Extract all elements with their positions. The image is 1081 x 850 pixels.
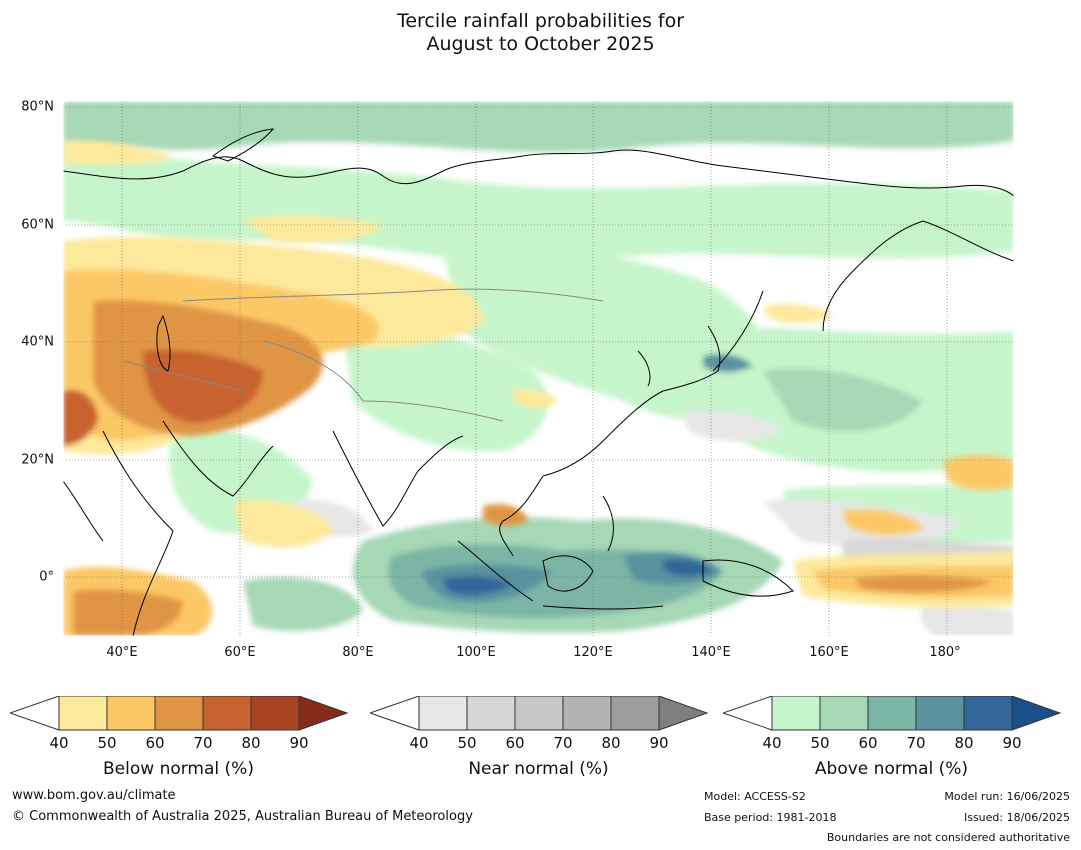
above-tick-90: 90 [1002, 734, 1022, 752]
lon-label-120e: 120°E [573, 645, 613, 660]
below-tick-60: 60 [145, 734, 165, 752]
below-swatch-5 [250, 695, 300, 731]
footer-copyright: © Commonwealth of Australia 2025, Austra… [12, 809, 473, 824]
near-tick-40: 40 [409, 734, 429, 752]
below-swatch-6 [298, 695, 349, 731]
near-tick-60: 60 [505, 734, 525, 752]
below-tick-70: 70 [193, 734, 213, 752]
above-tick-60: 60 [858, 734, 878, 752]
coastlines [63, 128, 1014, 636]
near-tick-50: 50 [457, 734, 477, 752]
above-tick-50: 50 [810, 734, 830, 752]
footer-base-period: Base period: 1981-2018 [704, 811, 837, 824]
above-swatch-1 [771, 695, 821, 731]
above-tick-70: 70 [906, 734, 926, 752]
near-tick-70: 70 [553, 734, 573, 752]
lon-label-180: 180° [929, 645, 961, 660]
lon-label-60e: 60°E [224, 645, 256, 660]
footer-model-run: Model run: 16/06/2025 [944, 790, 1070, 803]
lon-label-160e: 160°E [809, 645, 849, 660]
near-swatch-6 [658, 695, 709, 731]
below-swatch-3 [154, 695, 204, 731]
footer-model: Model: ACCESS-S2 [704, 790, 806, 803]
below-tick-90: 90 [289, 734, 309, 752]
above-swatch-3 [867, 695, 917, 731]
title-line-2: August to October 2025 [426, 33, 655, 55]
below-swatch-2 [106, 695, 156, 731]
colorbar-above-normal [721, 695, 1063, 736]
below-tick-80: 80 [241, 734, 261, 752]
map-gridlines [63, 101, 1014, 636]
colorbar-below-title: Below normal (%) [103, 759, 254, 779]
above-swatch-0 [721, 695, 773, 731]
below-swatch-1 [58, 695, 108, 731]
country-boundaries [122, 288, 604, 422]
near-swatch-3 [514, 695, 564, 731]
lat-label-60n: 60°N [21, 217, 54, 233]
near-swatch-5 [610, 695, 660, 731]
colorbar-near-title: Near normal (%) [468, 759, 609, 779]
footer-website-link[interactable]: www.bom.gov.au/climate [12, 788, 176, 803]
below-tick-50: 50 [97, 734, 117, 752]
lon-label-100e: 100°E [456, 645, 496, 660]
near-tick-80: 80 [601, 734, 621, 752]
colorbar-below-normal [8, 695, 350, 736]
lat-label-0: 0° [39, 569, 54, 585]
chart-title: Tercile rainfall probabilities for Augus… [0, 10, 1081, 56]
below-swatch-4 [202, 695, 252, 731]
above-swatch-5 [963, 695, 1013, 731]
lon-label-40e: 40°E [106, 645, 138, 660]
near-swatch-0 [368, 695, 420, 731]
below-tick-40: 40 [49, 734, 69, 752]
lon-label-80e: 80°E [342, 645, 374, 660]
lat-label-80n: 80°N [21, 99, 54, 115]
lat-label-20n: 20°N [21, 452, 54, 468]
footer-boundaries-note: Boundaries are not considered authoritat… [826, 831, 1070, 844]
near-swatch-1 [418, 695, 468, 731]
footer-issued: Issued: 18/06/2025 [963, 811, 1070, 824]
lat-label-40n: 40°N [21, 334, 54, 350]
lon-label-140e: 140°E [691, 645, 731, 660]
colorbar-above-title: Above normal (%) [814, 759, 969, 779]
above-tick-80: 80 [954, 734, 974, 752]
below-normal-shading [63, 140, 1014, 636]
above-swatch-2 [819, 695, 869, 731]
near-swatch-4 [562, 695, 612, 731]
above-swatch-4 [915, 695, 965, 731]
below-swatch-0 [8, 695, 60, 731]
colorbar-near-normal [368, 695, 710, 736]
near-swatch-2 [466, 695, 516, 731]
near-tick-90: 90 [649, 734, 669, 752]
rainfall-probability-map [63, 101, 1014, 636]
above-swatch-6 [1011, 695, 1062, 731]
above-tick-40: 40 [762, 734, 782, 752]
title-line-1: Tercile rainfall probabilities for [396, 10, 685, 32]
